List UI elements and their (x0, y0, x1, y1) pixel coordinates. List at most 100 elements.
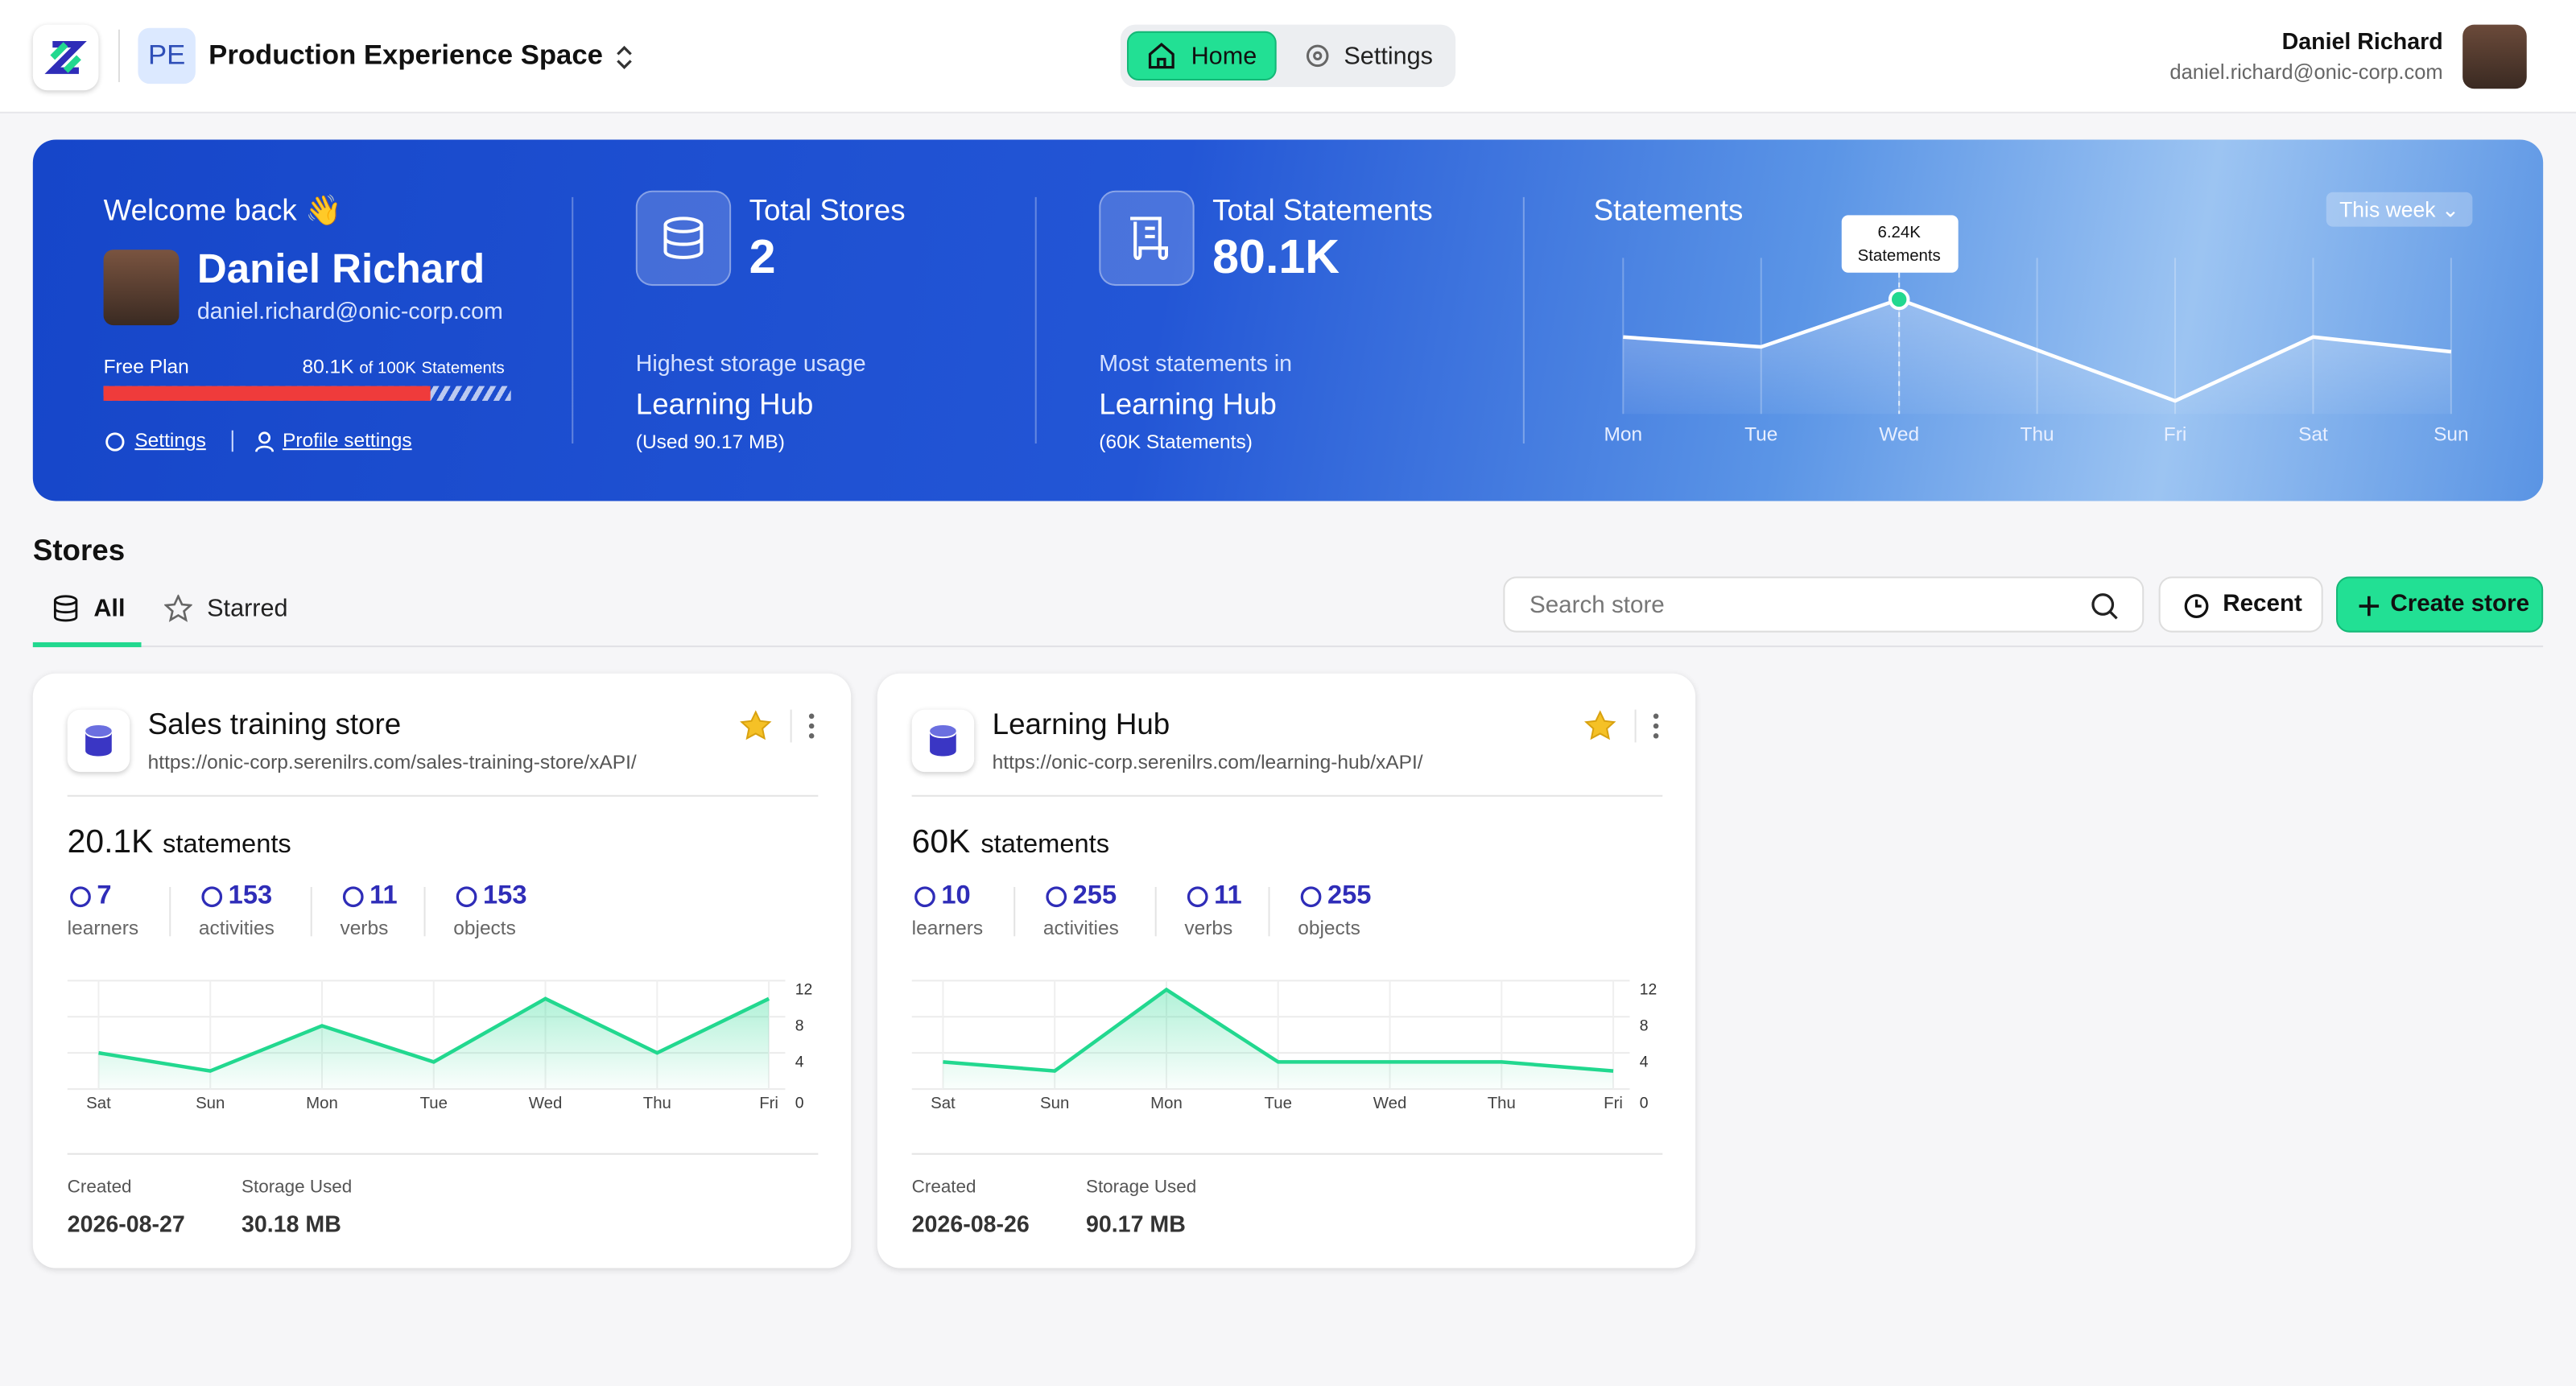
metric-value: 153 (228, 881, 273, 910)
x-tick-label: Thu (2021, 423, 2054, 445)
metric-icon (1298, 884, 1324, 918)
star (1583, 710, 1616, 751)
store-url: https://onic-corp.serenilrs.com/sales-tr… (147, 750, 637, 774)
menu[interactable] (805, 713, 818, 748)
created: 2026-08-27 (67, 1211, 185, 1237)
metric-sep (1268, 887, 1270, 937)
x-tick-label: Thu (643, 1095, 671, 1112)
metric-value: 11 (1214, 881, 1242, 910)
tab-starred[interactable]: Starred (207, 594, 288, 623)
settings-tab[interactable]: Settings (1344, 43, 1433, 71)
x-tick-label: Tue (1265, 1095, 1292, 1112)
metric-icon (68, 884, 94, 918)
metric-sep (423, 887, 426, 937)
metric-label: learners (911, 916, 984, 940)
tooltip (1841, 215, 1959, 273)
x-tick-label: Fri (2164, 423, 2187, 445)
store-name[interactable]: Learning Hub (992, 707, 1170, 741)
metric-icon (199, 884, 225, 918)
metric-sep (1013, 887, 1016, 937)
stat-title: Total Stores (749, 193, 906, 227)
line (1623, 297, 2452, 403)
store-card[interactable] (877, 673, 1696, 1268)
user-email: daniel.richard@onic-corp.com (2169, 60, 2443, 85)
welcome: Welcome back 👋 (103, 193, 342, 227)
tooltip-value: 6.24K (1878, 224, 1922, 241)
metric-icon (1043, 884, 1070, 918)
x-tick-label: Mon (1150, 1095, 1183, 1112)
metric-icon (453, 884, 480, 918)
usage-used: 80.1K (302, 354, 354, 378)
area (943, 989, 1614, 1090)
metric-label: objects (1298, 916, 1360, 940)
metric-label: objects (453, 916, 516, 940)
menu[interactable] (1649, 713, 1662, 748)
metric-label: verbs (1184, 916, 1233, 940)
metric-label: verbs (340, 916, 389, 940)
create-button[interactable]: Create store (2336, 576, 2544, 633)
area (1623, 299, 2451, 415)
home-tab[interactable]: Home (1126, 31, 1277, 80)
rule (911, 1153, 1663, 1155)
recent-button[interactable]: Recent (2158, 576, 2323, 633)
store-icon (911, 709, 975, 773)
metric-icon (340, 884, 366, 918)
storage-label: Storage Used (1085, 1178, 1197, 1198)
chart-title: Statements (1593, 193, 1744, 227)
store-name[interactable]: Sales training store (147, 707, 402, 741)
search-box[interactable]: Search store (1503, 576, 2145, 633)
x-tick-label: Tue (1744, 423, 1777, 445)
workspace-name[interactable]: Production Experience Space (208, 39, 603, 71)
period-filter[interactable]: This week ⌄ (2326, 192, 2473, 227)
hero-email: daniel.richard@onic-corp.com (196, 297, 503, 324)
metric-label: learners (67, 916, 139, 940)
metric-label: activities (1042, 916, 1119, 940)
hero-name: Daniel Richard (196, 246, 485, 293)
avatar[interactable] (2462, 24, 2527, 89)
stat-name: Learning Hub (1099, 387, 1277, 421)
storage-label: Storage Used (241, 1178, 353, 1198)
storage: 30.18 MB (241, 1211, 341, 1237)
stat-icon (635, 190, 732, 287)
x-tick-label: Sat (931, 1095, 956, 1112)
logo[interactable] (32, 24, 99, 91)
x-tick-label: Wed (1373, 1095, 1407, 1112)
y-tick-label: 12 (1640, 981, 1657, 999)
stat-value: 80.1K (1212, 231, 1340, 285)
workspace-initials: PE (138, 27, 196, 85)
store-card[interactable] (32, 673, 852, 1268)
statement-label: statements (163, 831, 291, 860)
x-tick-label: Thu (1488, 1095, 1516, 1112)
profile-link[interactable]: Profile settings (283, 428, 412, 452)
store-url: https://onic-corp.serenilrs.com/learning… (992, 750, 1423, 774)
point (1888, 288, 1910, 311)
stat-caption: Most statements in (1099, 349, 1293, 377)
search-placeholder: Search store (1529, 592, 1665, 620)
x-tick-label: Wed (1879, 423, 1919, 445)
store-chart: 0 4 8 12 Sat Sun Mon Tue Wed Thu Fri (67, 980, 812, 1112)
store-icon (67, 709, 130, 773)
area (98, 998, 770, 1090)
hero-avatar (103, 250, 180, 326)
metric-value: 255 (1327, 881, 1372, 910)
metric-sep (169, 887, 171, 937)
metric-value: 11 (369, 881, 398, 910)
period-label: This week (2339, 196, 2436, 222)
metric-icon (1184, 884, 1211, 918)
x-tick-label: Fri (759, 1095, 778, 1112)
stat-icon (1099, 190, 1195, 287)
hero (32, 139, 2544, 501)
created-label: Created (911, 1178, 976, 1198)
usage-limit: of 100K (359, 359, 416, 378)
divider (1634, 709, 1637, 743)
usage-fill (103, 386, 430, 401)
line (98, 996, 770, 1073)
divider (790, 709, 792, 743)
settings-link[interactable]: Settings (134, 428, 206, 452)
stat-caption: Highest storage usage (635, 349, 866, 377)
tab-all[interactable]: All (93, 594, 126, 623)
user-name: Daniel Richard (2281, 27, 2443, 55)
y-tick-label: 4 (1640, 1054, 1649, 1071)
